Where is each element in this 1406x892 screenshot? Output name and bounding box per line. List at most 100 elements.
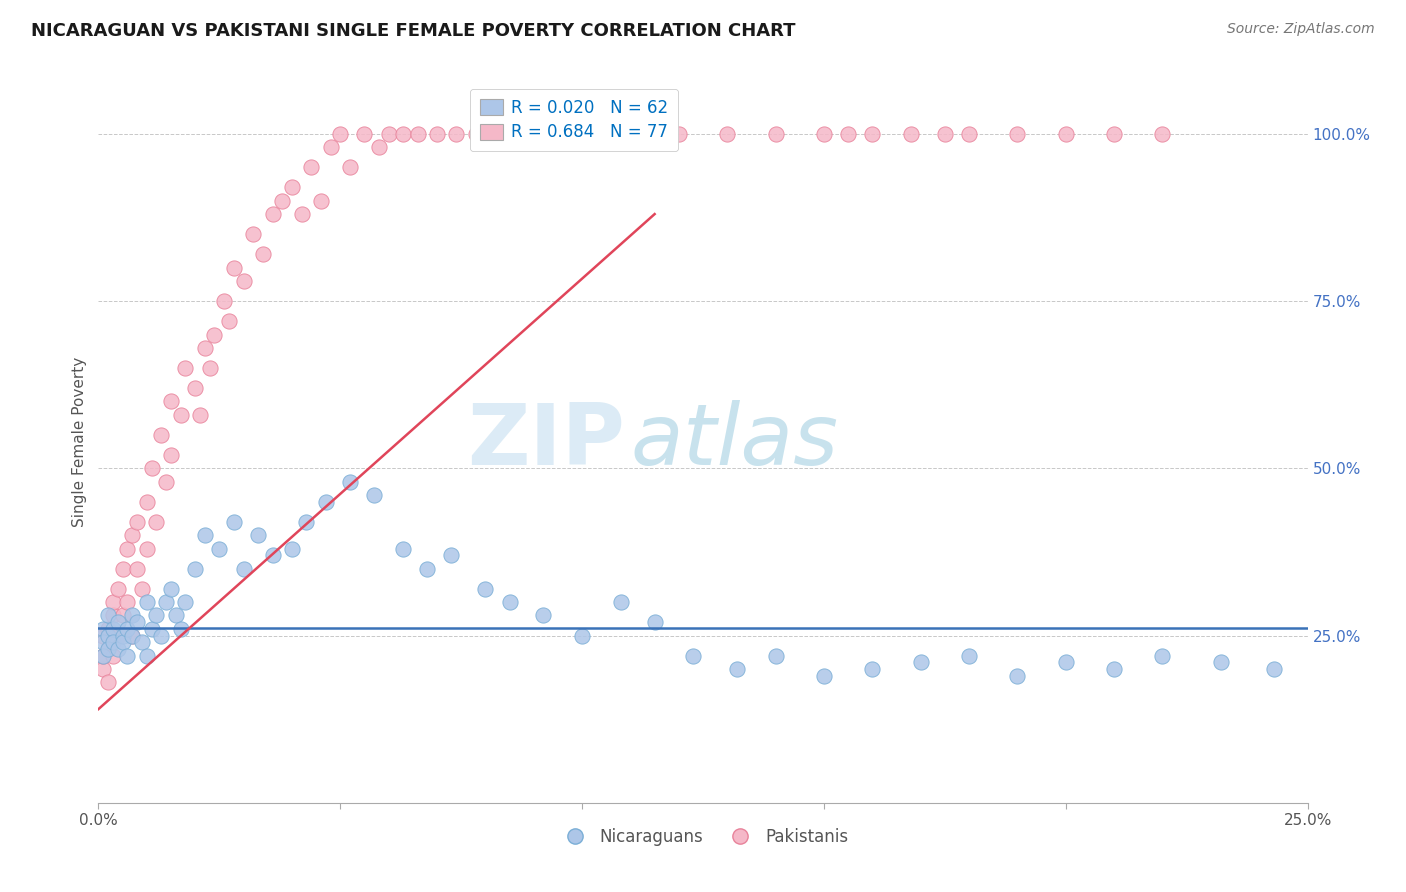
Point bbox=[315, 494, 337, 508]
Point bbox=[571, 628, 593, 642]
Point bbox=[765, 127, 787, 141]
Point bbox=[242, 227, 264, 242]
Point bbox=[121, 628, 143, 642]
Point bbox=[339, 475, 361, 489]
Point bbox=[91, 635, 114, 649]
Point bbox=[131, 582, 153, 596]
Point bbox=[531, 608, 554, 623]
Point bbox=[150, 427, 173, 442]
Text: Source: ZipAtlas.com: Source: ZipAtlas.com bbox=[1227, 22, 1375, 37]
Point bbox=[194, 341, 217, 355]
Point bbox=[232, 274, 254, 288]
Text: NICARAGUAN VS PAKISTANI SINGLE FEMALE POVERTY CORRELATION CHART: NICARAGUAN VS PAKISTANI SINGLE FEMALE PO… bbox=[31, 22, 796, 40]
Point bbox=[121, 608, 143, 623]
Point bbox=[107, 615, 129, 630]
Point bbox=[299, 161, 322, 175]
Point bbox=[503, 127, 526, 141]
Point bbox=[682, 648, 704, 663]
Point bbox=[837, 127, 859, 141]
Point bbox=[97, 608, 120, 623]
Point bbox=[392, 541, 415, 556]
Point bbox=[406, 127, 429, 141]
Point bbox=[668, 127, 690, 141]
Point bbox=[169, 408, 191, 422]
Point bbox=[145, 515, 167, 529]
Point bbox=[117, 595, 139, 609]
Point bbox=[117, 622, 139, 636]
Point bbox=[1007, 127, 1029, 141]
Point bbox=[101, 608, 124, 623]
Point bbox=[91, 648, 114, 663]
Point bbox=[1209, 655, 1232, 669]
Point bbox=[1102, 662, 1125, 676]
Point bbox=[111, 628, 134, 642]
Point bbox=[957, 648, 980, 663]
Point bbox=[121, 528, 143, 542]
Point bbox=[91, 648, 114, 663]
Point bbox=[900, 127, 922, 141]
Point bbox=[1007, 669, 1029, 683]
Point bbox=[131, 635, 153, 649]
Point bbox=[127, 615, 149, 630]
Point bbox=[141, 622, 163, 636]
Point bbox=[117, 541, 139, 556]
Point bbox=[222, 260, 245, 275]
Point bbox=[252, 247, 274, 261]
Point bbox=[1152, 648, 1174, 663]
Point bbox=[619, 127, 641, 141]
Point bbox=[145, 608, 167, 623]
Point bbox=[97, 642, 120, 657]
Y-axis label: Single Female Poverty: Single Female Poverty bbox=[72, 357, 87, 526]
Point bbox=[121, 628, 143, 642]
Point bbox=[111, 562, 134, 576]
Point bbox=[160, 582, 183, 596]
Point bbox=[363, 488, 385, 502]
Point bbox=[127, 515, 149, 529]
Point bbox=[440, 548, 463, 563]
Point bbox=[765, 648, 787, 663]
Point bbox=[957, 127, 980, 141]
Text: atlas: atlas bbox=[630, 400, 838, 483]
Point bbox=[523, 127, 546, 141]
Point bbox=[725, 662, 748, 676]
Point bbox=[218, 314, 240, 328]
Point bbox=[135, 541, 157, 556]
Point bbox=[97, 675, 120, 690]
Point bbox=[135, 595, 157, 609]
Point bbox=[165, 608, 187, 623]
Text: ZIP: ZIP bbox=[467, 400, 624, 483]
Point bbox=[484, 127, 506, 141]
Point bbox=[446, 127, 468, 141]
Point bbox=[184, 562, 207, 576]
Point bbox=[716, 127, 738, 141]
Point bbox=[309, 194, 332, 208]
Point bbox=[212, 294, 235, 309]
Point bbox=[101, 595, 124, 609]
Point bbox=[97, 622, 120, 636]
Point bbox=[169, 622, 191, 636]
Point bbox=[117, 648, 139, 663]
Point bbox=[188, 408, 211, 422]
Point bbox=[329, 127, 352, 141]
Point bbox=[222, 515, 245, 529]
Point bbox=[198, 361, 221, 376]
Point bbox=[91, 662, 114, 676]
Point bbox=[127, 562, 149, 576]
Point bbox=[295, 515, 318, 529]
Point bbox=[547, 127, 569, 141]
Point bbox=[97, 642, 120, 657]
Point bbox=[111, 635, 134, 649]
Point bbox=[141, 461, 163, 475]
Point bbox=[934, 127, 956, 141]
Point bbox=[160, 448, 183, 462]
Point bbox=[644, 615, 666, 630]
Point bbox=[194, 528, 217, 542]
Point bbox=[208, 541, 231, 556]
Point bbox=[97, 628, 120, 642]
Point bbox=[135, 494, 157, 508]
Point bbox=[155, 595, 177, 609]
Point bbox=[498, 595, 520, 609]
Point bbox=[426, 127, 449, 141]
Point bbox=[107, 628, 129, 642]
Point bbox=[392, 127, 415, 141]
